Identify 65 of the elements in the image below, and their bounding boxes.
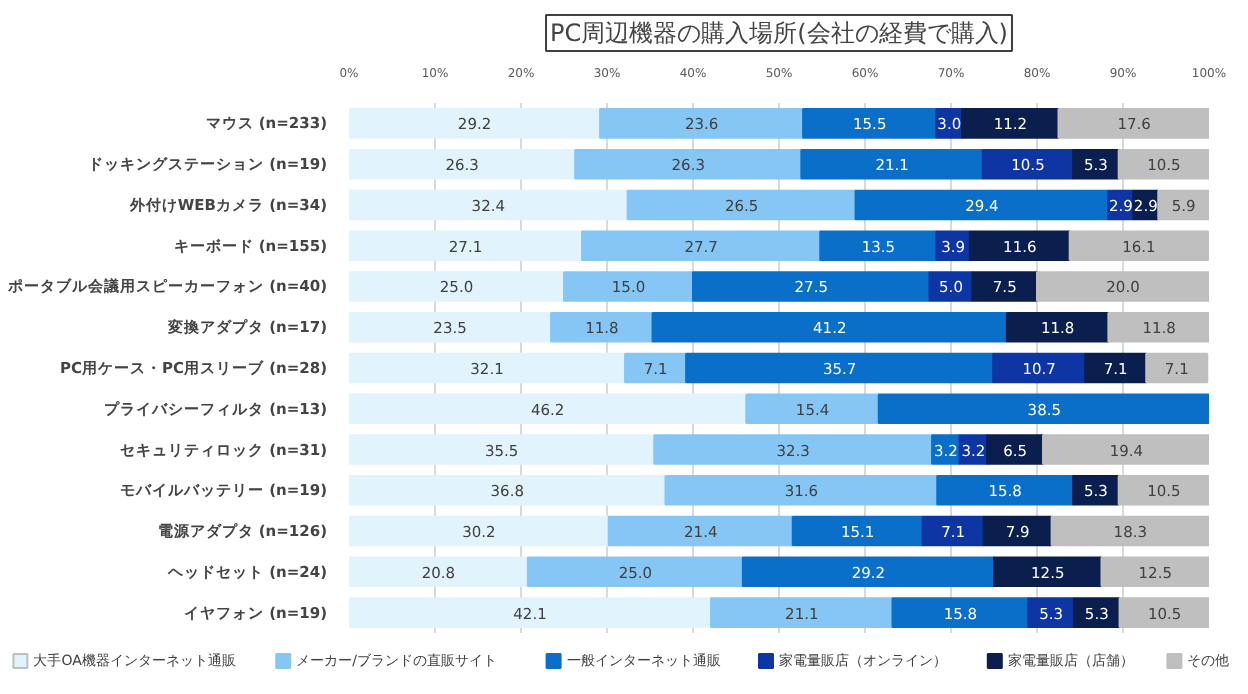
bar: [1072, 475, 1120, 506]
bar: [982, 515, 1053, 547]
bar: [981, 148, 1075, 180]
bar: [992, 352, 1087, 384]
bar: [800, 148, 984, 180]
chart-title: PC周辺機器の購入場所(会社の経費で購入): [550, 19, 1008, 47]
bar: [349, 475, 667, 506]
bar: [921, 515, 985, 547]
bar: [626, 189, 857, 221]
bar: [971, 271, 1038, 302]
bar: [349, 434, 656, 465]
bar: [349, 148, 577, 180]
bar: [1005, 311, 1110, 343]
bar: [664, 475, 939, 506]
bar: [1117, 475, 1209, 506]
bar: [1084, 352, 1148, 384]
bar: [802, 108, 938, 139]
bar: [993, 556, 1103, 588]
bar: [653, 434, 934, 465]
bar: [607, 515, 794, 547]
bar: [599, 108, 805, 139]
bar: [349, 311, 553, 343]
bar: [854, 189, 1110, 221]
bar: [1100, 556, 1209, 588]
bar: [1157, 189, 1209, 221]
bar: [1050, 515, 1209, 547]
bar: [710, 597, 894, 628]
bar: [526, 556, 744, 588]
bar: [986, 434, 1045, 465]
bar: [685, 352, 995, 384]
bar: [1107, 311, 1209, 343]
bar: [563, 271, 694, 302]
bar: [349, 597, 713, 628]
bar: [349, 556, 529, 588]
bar: [1068, 230, 1209, 261]
bar: [1072, 597, 1121, 628]
bar: [936, 475, 1075, 506]
bar: [550, 311, 654, 343]
bar: [349, 352, 627, 384]
bar: [791, 515, 924, 547]
bar: [349, 189, 629, 221]
bar: [651, 311, 1008, 343]
bar: [624, 352, 688, 384]
bar: [877, 393, 1209, 425]
bar: [1042, 434, 1209, 465]
bar: [349, 515, 610, 547]
bar: [961, 108, 1060, 139]
bar: [349, 393, 748, 425]
bar: [1118, 597, 1209, 628]
bar: [1027, 597, 1075, 628]
bar: [1057, 108, 1209, 139]
bar: [1036, 271, 1209, 302]
bar: [349, 271, 565, 302]
bar: [819, 230, 938, 261]
bar: [1145, 352, 1209, 384]
bar: [349, 108, 602, 139]
bar: [574, 148, 803, 180]
bar: [745, 393, 880, 425]
bar: [891, 597, 1030, 628]
bar: [349, 230, 584, 261]
bar: [741, 556, 995, 588]
bar: [1117, 148, 1209, 180]
bar: [692, 271, 931, 302]
bar: [581, 230, 822, 261]
bar: [968, 230, 1071, 261]
